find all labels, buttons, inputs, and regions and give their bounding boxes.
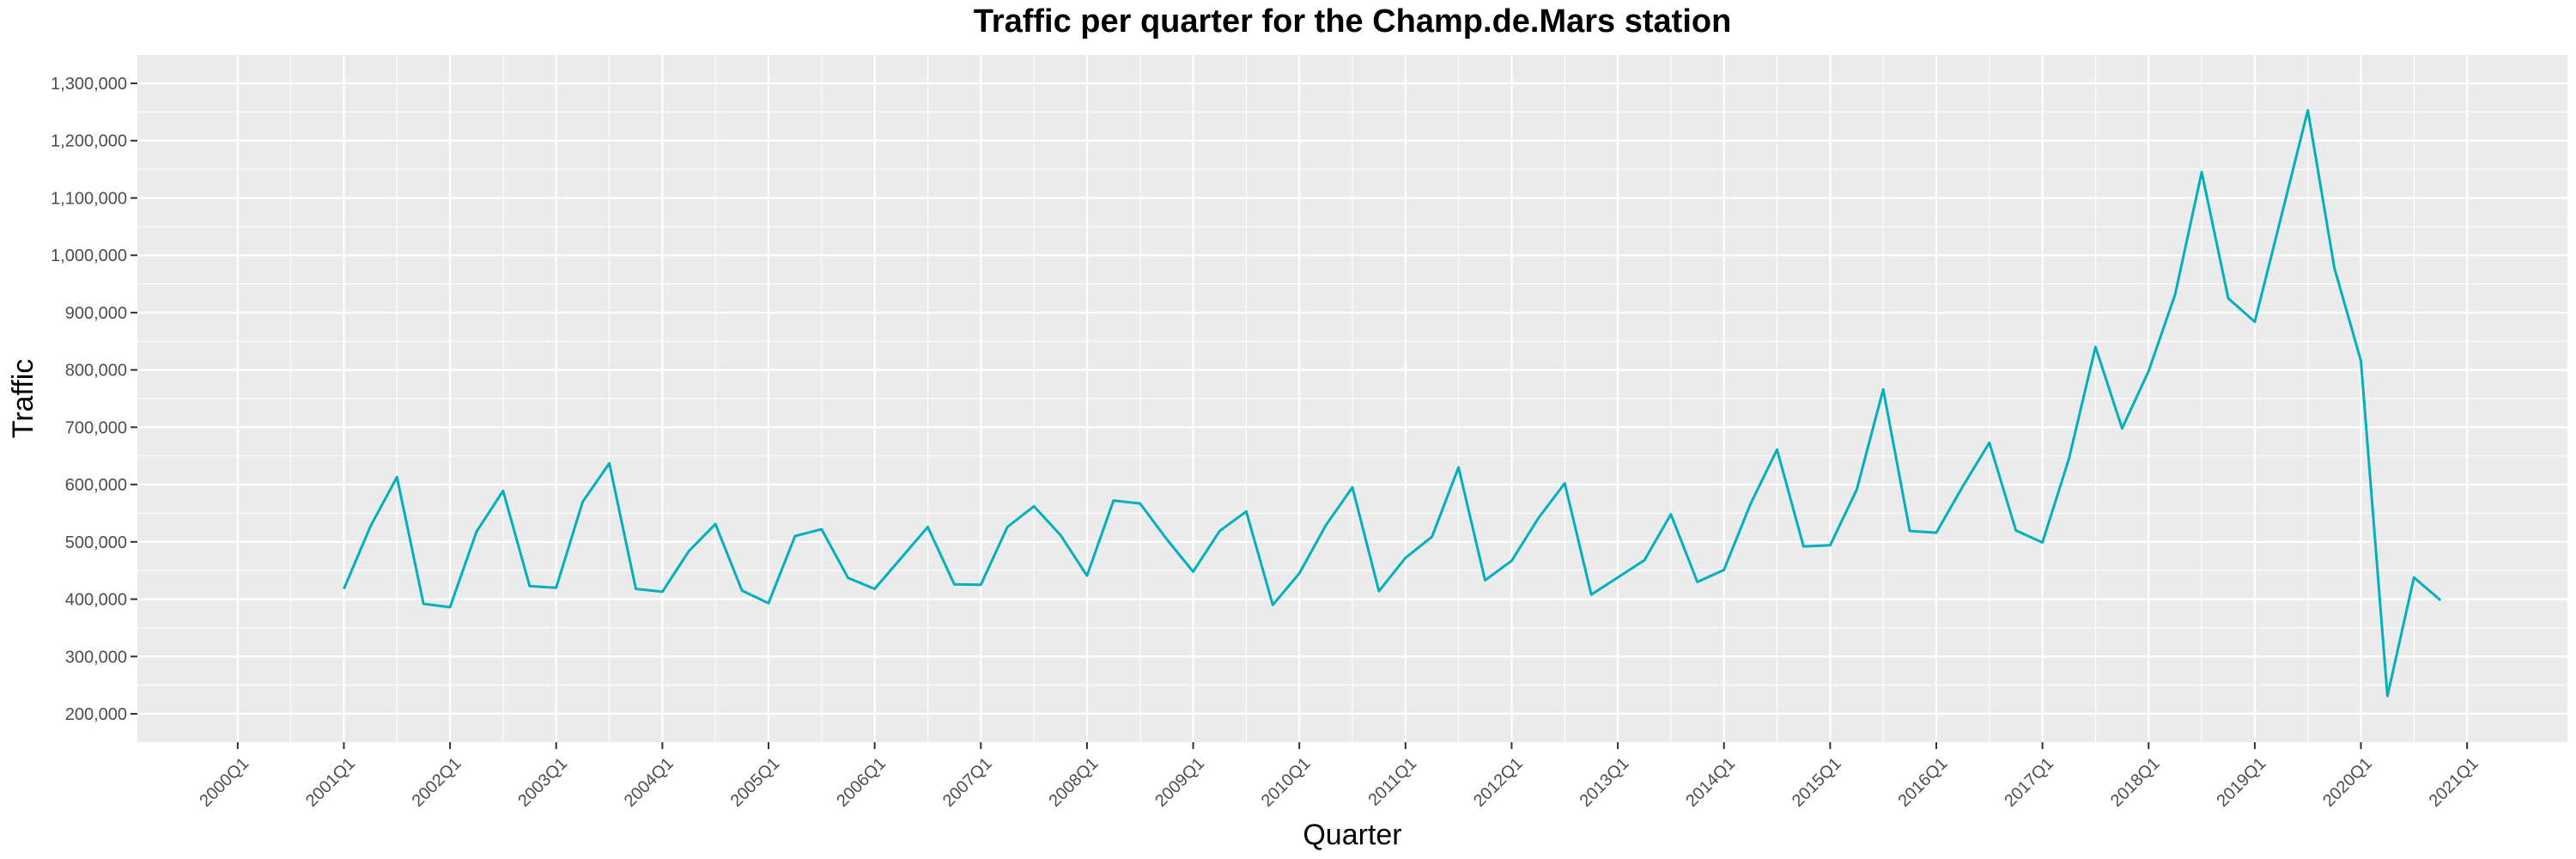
- x-tick-label: 2001Q1: [302, 754, 359, 811]
- series-line-traffic: [343, 108, 2442, 698]
- x-tick-label: 2018Q1: [2107, 754, 2164, 811]
- x-tick-label: 2017Q1: [2001, 754, 2057, 811]
- x-tick-label: 2006Q1: [833, 754, 890, 811]
- y-tick-label: 1,000,000: [51, 247, 127, 265]
- x-tick-label: 2007Q1: [939, 754, 996, 811]
- y-axis-title: Traffic: [7, 359, 39, 439]
- grid-major: [137, 55, 2567, 742]
- x-tick-label: 2011Q1: [1364, 754, 1420, 810]
- x-tick-label: 2008Q1: [1045, 754, 1102, 811]
- x-tick-label: 2016Q1: [1895, 754, 1952, 811]
- x-tick-label: 2003Q1: [514, 754, 571, 811]
- x-tick-label: 2019Q1: [2213, 754, 2269, 811]
- x-tick-label: 2015Q1: [1789, 754, 1845, 811]
- y-tick-label: 600,000: [65, 476, 127, 495]
- x-tick-label: 2000Q1: [196, 754, 252, 811]
- x-tick-label: 2012Q1: [1470, 754, 1527, 811]
- x-tick-label: 2010Q1: [1258, 754, 1315, 811]
- y-tick-label: 300,000: [65, 648, 127, 667]
- y-tick-label: 900,000: [65, 304, 127, 323]
- x-tick-label: 2013Q1: [1577, 754, 1633, 811]
- grid-minor: [137, 55, 2567, 742]
- x-tick-label: 2009Q1: [1151, 754, 1208, 811]
- y-tick-label: 1,200,000: [51, 132, 127, 151]
- x-axis-title: Quarter: [1303, 819, 1401, 851]
- x-tick-label: 2004Q1: [621, 754, 677, 811]
- x-tick-label: 2021Q1: [2426, 754, 2482, 811]
- y-tick-label: 500,000: [65, 533, 127, 552]
- x-tick-label: 2020Q1: [2319, 754, 2376, 811]
- y-tick-label: 800,000: [65, 362, 127, 381]
- chart-title: Traffic per quarter for the Champ.de.Mar…: [973, 3, 1732, 40]
- x-tick-label: 2005Q1: [727, 754, 784, 811]
- y-tick-label: 1,100,000: [51, 189, 127, 208]
- y-tick-label: 200,000: [65, 705, 127, 724]
- y-axis: 200,000 300,000 400,000 500,000 600,000 700,0…: [51, 75, 137, 724]
- y-tick-label: 400,000: [65, 591, 127, 610]
- x-tick-label: 2014Q1: [1682, 754, 1739, 811]
- y-tick-label: 700,000: [65, 418, 127, 437]
- y-tick-label: 1,300,000: [51, 75, 127, 94]
- x-tick-label: 2002Q1: [409, 754, 465, 811]
- x-axis: 2000Q1 2001Q1 2002Q1 2003Q1 2004Q1 2005Q1 2006…: [196, 742, 2482, 811]
